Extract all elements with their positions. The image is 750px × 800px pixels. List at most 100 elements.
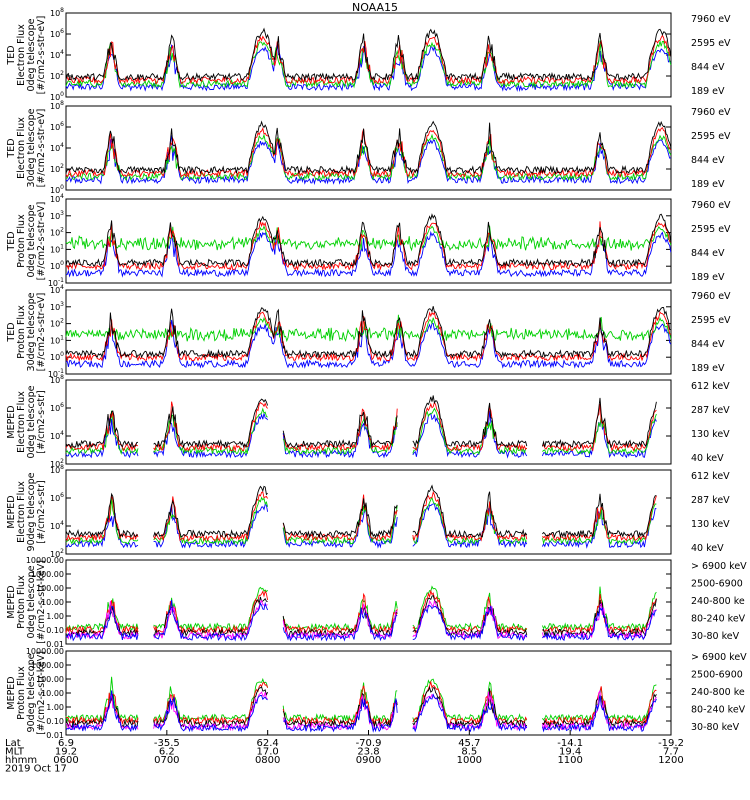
legend-entry: 612 keV	[691, 471, 730, 482]
series-trace	[65, 407, 657, 456]
series-trace	[65, 314, 672, 343]
legend-entry: 287 keV	[691, 495, 730, 506]
legend-entry: 30-80 keV	[691, 722, 740, 733]
panel-7: 0.01 0.10 1.00 10.00 100.00 1000.00 10000.00ME…	[6, 556, 747, 649]
y-tick-label: 100	[50, 351, 64, 362]
y-tick-label: 101	[50, 243, 64, 254]
y-tick-label: 10000.00	[26, 647, 64, 656]
y-axis-label: TEDProton Flux0deg telescope[#/cm2-s-str…	[6, 202, 47, 281]
legend-entry: 2595 eV	[691, 38, 731, 49]
y-tick-label: 0.01	[46, 640, 64, 649]
time-tick-label: 62.4	[257, 738, 279, 749]
y-tick-label: 100	[50, 91, 64, 102]
panel-frame	[65, 379, 672, 465]
y-tick-label: 102	[50, 548, 64, 559]
time-tick-label: 1100	[557, 755, 582, 766]
legend-entry: 7960 eV	[691, 200, 731, 211]
time-tick-label: 19.2	[55, 747, 77, 758]
legend-entry: 240-800 ke	[691, 596, 745, 607]
chart-title: NOAA15	[352, 1, 398, 14]
legend-entry: 844 eV	[691, 248, 725, 259]
time-tick-label: 45.7	[458, 738, 480, 749]
time-row-label: MLT	[5, 747, 25, 758]
y-tick-label: 103	[50, 301, 64, 312]
legend-entry: 40 keV	[691, 543, 724, 554]
legend-entry: 7960 eV	[691, 107, 731, 118]
y-axis-label: TEDProton Flux30deg telescope[#/cm2-s-st…	[6, 292, 47, 371]
legend-entry: 2500-6900	[691, 669, 743, 680]
y-tick-label: 102	[50, 318, 64, 329]
y-tick-label: 10000.00	[26, 556, 64, 565]
y-tick-label: 101	[50, 334, 64, 345]
time-tick-label: -70.9	[356, 738, 382, 749]
y-tick-label: 10-1	[48, 277, 64, 288]
series-trace	[65, 225, 672, 252]
time-tick-label: 23.8	[357, 747, 379, 758]
series-trace	[65, 503, 657, 549]
time-tick-label: 1000	[457, 755, 482, 766]
legend-entry: 2595 eV	[691, 131, 731, 142]
y-tick-label: 100	[50, 184, 64, 195]
series-trace	[65, 496, 657, 546]
y-tick-label: 104	[50, 520, 64, 531]
series-trace	[65, 484, 657, 539]
panel-8: 0.01 0.10 1.00 10.00 100.00 1000.00 10000.00ME…	[6, 647, 747, 740]
series-trace	[65, 213, 672, 268]
series-trace	[65, 230, 672, 278]
series-trace	[65, 599, 657, 641]
y-tick-label: 10.00	[41, 689, 64, 698]
legend-entry: 80-240 keV	[691, 704, 746, 715]
y-tick-label: 0.10	[46, 626, 64, 635]
time-tick-label: 19.4	[559, 747, 581, 758]
y-axis-label: MEPEDProton Flux90deg telescope[#/cm2-s-…	[6, 651, 47, 735]
series-trace	[65, 589, 657, 635]
panel-frame	[65, 289, 672, 375]
series-trace	[65, 120, 672, 175]
y-tick-label: 10.00	[41, 598, 64, 607]
time-tick-label: 0800	[255, 755, 280, 766]
series-trace	[65, 319, 672, 369]
y-tick-label: 108	[50, 464, 64, 475]
y-tick-label: 100.00	[36, 675, 64, 684]
y-tick-label: 102	[50, 163, 64, 174]
legend-entry: 844 eV	[691, 62, 725, 73]
y-tick-label: 106	[50, 121, 64, 132]
time-tick-label: 8.5	[461, 747, 477, 758]
series-trace	[65, 27, 672, 82]
y-tick-label: 0.10	[46, 717, 64, 726]
y-tick-label: 108	[50, 7, 64, 18]
legend-entry: 612 keV	[691, 381, 730, 392]
y-tick-label: 104	[50, 49, 64, 60]
y-tick-label: 1.00	[46, 703, 64, 712]
series-trace	[65, 401, 657, 452]
date-label: 2019 Oct 17	[5, 764, 67, 775]
legend-entry: 2500-6900	[691, 578, 743, 589]
legend-entry: 189 eV	[691, 363, 725, 374]
y-tick-label: 106	[50, 402, 64, 413]
y-axis-label: MEPEDElectron Flux0deg telescope[#/cm2-s…	[6, 385, 47, 458]
legend-entry: 189 eV	[691, 179, 725, 190]
time-tick-label: 6.9	[58, 738, 74, 749]
legend-entry: 189 eV	[691, 86, 725, 97]
legend-entry: 80-240 keV	[691, 613, 746, 624]
time-tick-label: 1200	[658, 755, 683, 766]
legend-entry: 2595 eV	[691, 224, 731, 235]
legend-entry: 844 eV	[691, 339, 725, 350]
y-tick-label: 106	[50, 492, 64, 503]
series-trace	[65, 126, 672, 179]
y-tick-label: 1.00	[46, 612, 64, 621]
y-axis-label: TEDElectron Flux0deg telescope[#/cm2-s-s…	[6, 16, 47, 95]
time-row-label: hhmm	[5, 755, 37, 766]
y-tick-label: 108	[50, 374, 64, 385]
series-trace	[65, 585, 657, 632]
legend-entry: 7960 eV	[691, 14, 731, 25]
y-tick-label: 104	[50, 430, 64, 441]
series-trace	[65, 40, 672, 89]
legend-entry: 189 eV	[691, 272, 725, 283]
y-tick-label: 108	[50, 100, 64, 111]
legend-entry: > 6900 keV	[691, 561, 747, 572]
